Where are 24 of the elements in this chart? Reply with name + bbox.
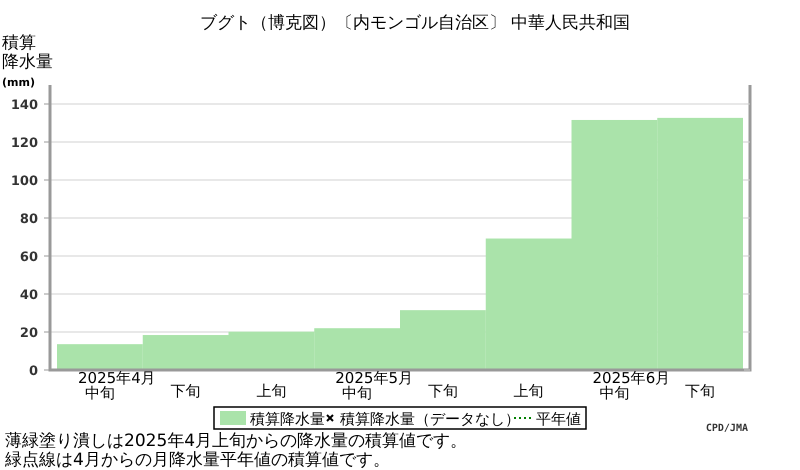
x-tick-label: 下旬 — [685, 382, 716, 400]
x-tick-label: 下旬 — [428, 382, 458, 400]
y-tick-label: 60 — [20, 250, 38, 265]
legend-label: 積算降水量 — [250, 410, 325, 428]
legend-label: 平年値 — [536, 410, 581, 428]
y-tick-label: 100 — [10, 174, 38, 189]
text: CPD/JMA — [706, 423, 748, 434]
x-tick-label: 下旬 — [170, 382, 201, 400]
y-tick-label: 80 — [20, 212, 38, 227]
chart-title: ブグト（博克図）〔内モンゴル自治区〕 中華人民共和国 — [200, 13, 630, 33]
y-tick-label: 120 — [10, 136, 38, 151]
y-tick-label: 0 — [28, 364, 38, 379]
x-tick-label: 2025年4月中旬 — [78, 369, 156, 402]
x-tick-label: 上旬 — [256, 382, 286, 400]
y-tick-label: 20 — [20, 326, 38, 341]
legend-label: 積算降水量（データなし） — [340, 410, 520, 428]
y-axis-title: 積算降水量(mm) — [2, 33, 53, 89]
x-tick-label: 2025年6月中旬 — [592, 369, 670, 402]
y-tick-label: 140 — [10, 98, 38, 113]
text: 薄緑塗り潰しは2025年4月上旬からの降水量の積算値です。 — [5, 431, 468, 451]
text: 緑点線は4月からの月降水量平年値の積算値です。 — [4, 450, 390, 470]
x-tick-label: 2025年5月中旬 — [335, 369, 413, 402]
y-tick-label: 40 — [20, 288, 38, 303]
x-tick-label: 上旬 — [514, 382, 544, 400]
